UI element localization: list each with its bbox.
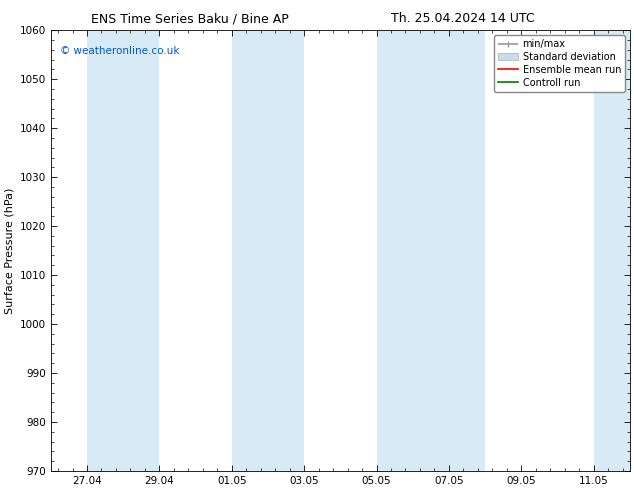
Y-axis label: Surface Pressure (hPa): Surface Pressure (hPa) xyxy=(4,187,14,314)
Bar xyxy=(593,30,634,471)
Bar xyxy=(232,30,304,471)
Text: Th. 25.04.2024 14 UTC: Th. 25.04.2024 14 UTC xyxy=(391,12,534,25)
Bar xyxy=(377,30,485,471)
Text: © weatheronline.co.uk: © weatheronline.co.uk xyxy=(60,46,179,56)
Bar xyxy=(87,30,159,471)
Text: ENS Time Series Baku / Bine AP: ENS Time Series Baku / Bine AP xyxy=(91,12,289,25)
Legend: min/max, Standard deviation, Ensemble mean run, Controll run: min/max, Standard deviation, Ensemble me… xyxy=(495,35,625,92)
